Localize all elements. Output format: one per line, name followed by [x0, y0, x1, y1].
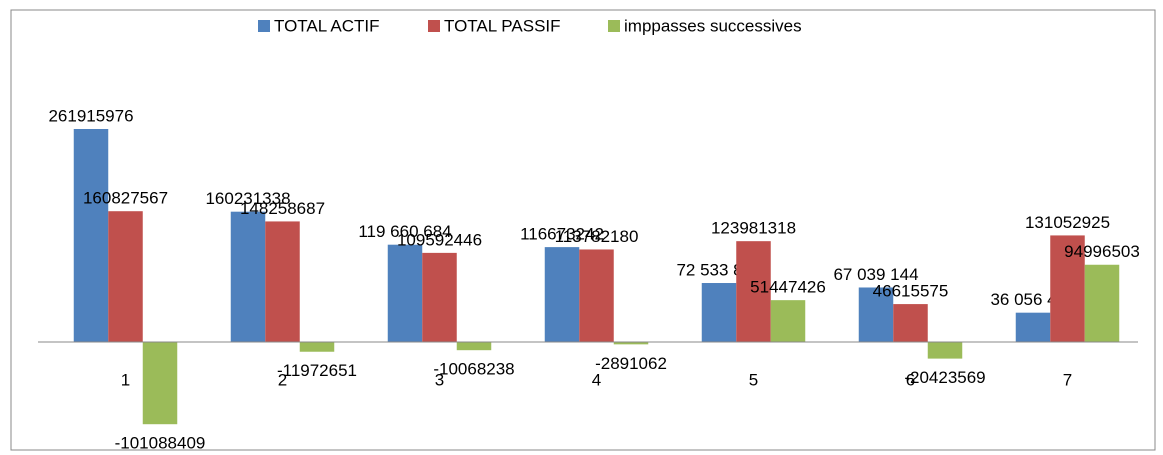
bar [387, 244, 423, 342]
bar [893, 304, 928, 342]
legend-swatch [428, 20, 440, 32]
data-label: -20423569 [904, 368, 985, 387]
bar [927, 342, 963, 359]
data-label: 160231338 [205, 189, 290, 208]
legend-label: imppasses successives [624, 16, 802, 35]
legend-label: TOTAL ACTIF [274, 16, 379, 35]
data-label: 160827567 [83, 189, 168, 208]
bar [265, 221, 300, 342]
x-tick-label: 1 [121, 370, 130, 389]
x-tick-label: 7 [1063, 370, 1072, 389]
bar [422, 252, 457, 342]
data-label: -101088409 [115, 434, 206, 453]
data-label: 123981318 [711, 219, 796, 238]
bar [613, 342, 649, 345]
bar [701, 283, 737, 342]
bar [456, 342, 492, 351]
x-tick-label: 6 [906, 370, 915, 389]
bar [1084, 264, 1120, 342]
data-label: 261915976 [48, 106, 133, 125]
data-label: 94996503 [1064, 242, 1140, 261]
bar [73, 129, 109, 342]
bar [142, 342, 178, 425]
x-tick-label: 3 [435, 370, 444, 389]
bar [108, 211, 143, 342]
data-label: -2891062 [595, 354, 667, 373]
legend-swatch [258, 20, 270, 32]
data-label: 113782180 [555, 227, 639, 246]
data-label: 131052925 [1025, 213, 1110, 232]
data-label: 46615575 [873, 282, 949, 301]
data-label: 67 039 144 [833, 265, 918, 284]
bar [770, 300, 806, 342]
chart-border [10, 9, 1156, 451]
bar [858, 287, 894, 342]
data-label: -11972651 [277, 361, 357, 380]
data-label: 119 660 684 [358, 222, 451, 241]
data-label: 109592446 [397, 230, 482, 249]
bar [736, 241, 771, 342]
legend-swatch [608, 20, 620, 32]
bar [1050, 235, 1085, 342]
data-label: 51447426 [750, 278, 826, 297]
legend-label: TOTAL PASSIF [444, 16, 561, 35]
bar [299, 342, 335, 352]
x-tick-label: 4 [592, 370, 601, 389]
x-tick-label: 5 [749, 370, 758, 389]
x-tick-label: 2 [278, 370, 287, 389]
data-label: 148258687 [240, 199, 325, 218]
bar [230, 211, 266, 342]
data-label: 116673242 [520, 225, 604, 244]
bar [1015, 312, 1051, 342]
bar [579, 249, 614, 342]
data-label: -10068238 [433, 360, 514, 379]
bar [544, 247, 580, 342]
